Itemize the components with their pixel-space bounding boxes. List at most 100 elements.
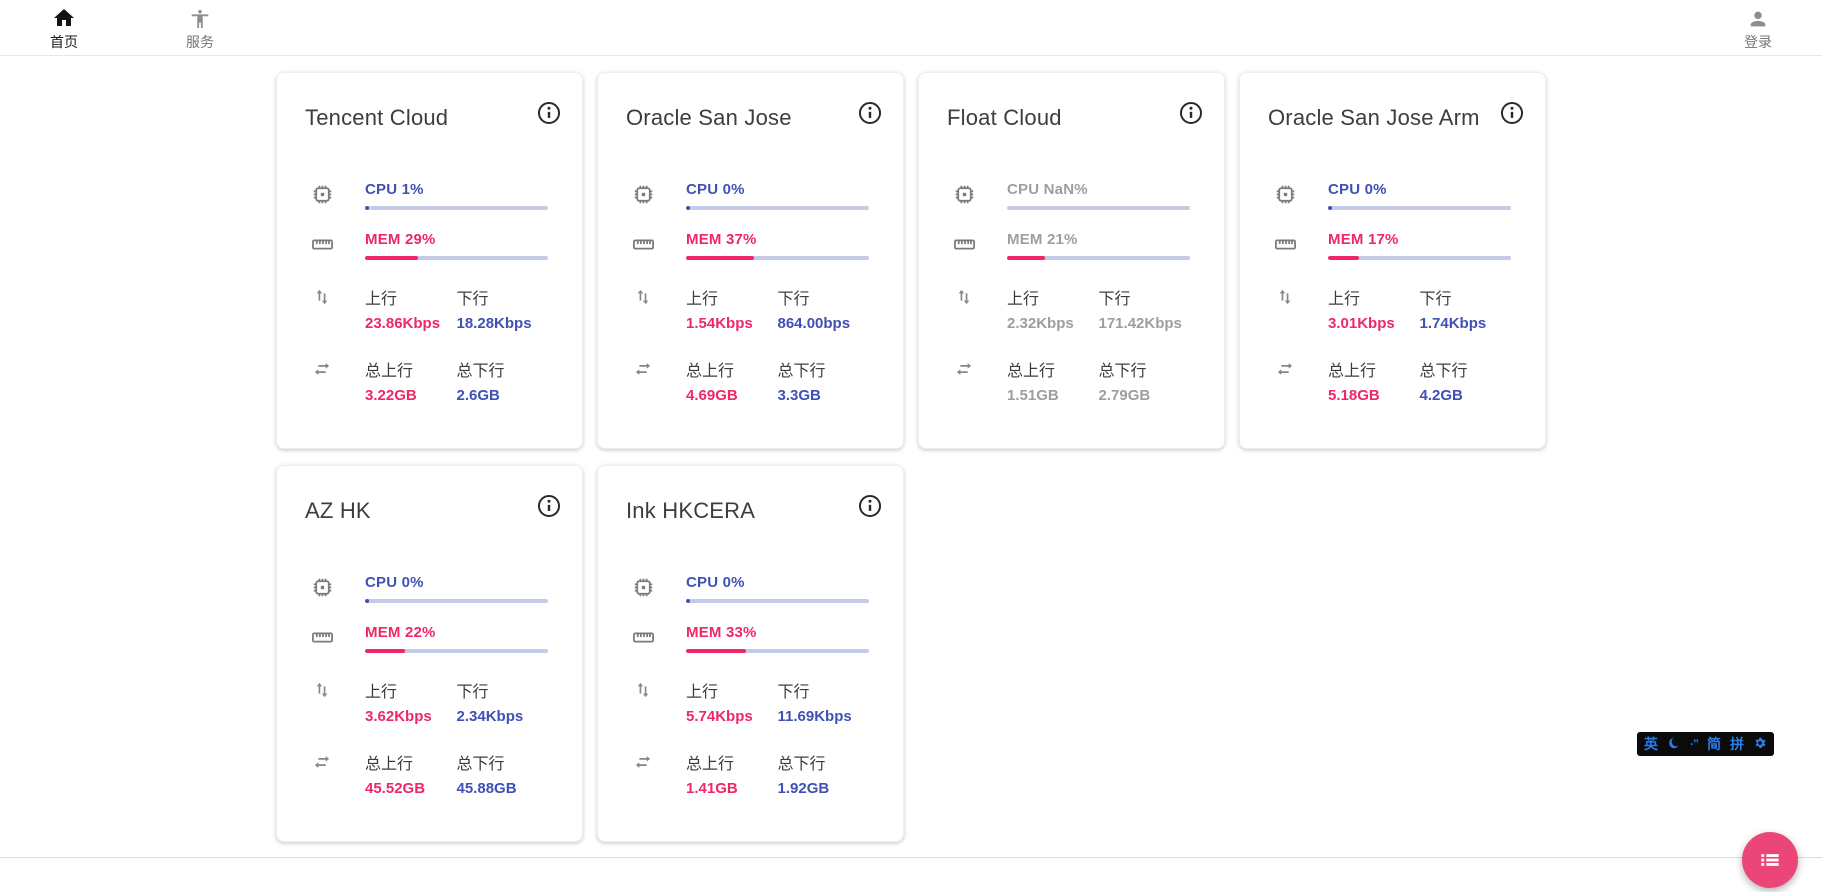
download-label: 下行 bbox=[777, 684, 810, 701]
server-card: AZ HK bbox=[276, 465, 583, 842]
upload-label: 上行 bbox=[1007, 291, 1040, 308]
download-value: 864.00bps bbox=[777, 315, 851, 332]
main-content: Tencent Cloud bbox=[0, 56, 1822, 842]
mem-usage-text: MEM 33% bbox=[686, 624, 757, 641]
swap-vertical-icon bbox=[309, 285, 335, 332]
cpu-usage-text: CPU 0% bbox=[365, 574, 424, 591]
upload-value: 23.86Kbps bbox=[365, 315, 441, 332]
swap-vertical-icon bbox=[630, 678, 656, 725]
total-upload-value: 4.69GB bbox=[686, 387, 738, 404]
server-card: Oracle San Jose Arm bbox=[1239, 72, 1546, 449]
server-name: Oracle San Jose Arm bbox=[1268, 105, 1480, 130]
memory-ruler-icon bbox=[309, 624, 335, 653]
server-card: Ink HKCERA bbox=[597, 465, 904, 842]
mem-usage-text: MEM 29% bbox=[365, 231, 436, 248]
cpu-usage-text: CPU 1% bbox=[365, 181, 424, 198]
total-upload-value: 1.51GB bbox=[1007, 387, 1059, 404]
cpu-chip-icon bbox=[630, 181, 656, 210]
cpu-usage-text: CPU 0% bbox=[686, 181, 745, 198]
upload-value: 2.32Kbps bbox=[1007, 315, 1074, 332]
mem-usage-text: MEM 17% bbox=[1328, 231, 1399, 248]
download-value: 1.74Kbps bbox=[1419, 315, 1487, 332]
ime-pinyin-toggle[interactable]: 拼 bbox=[1730, 736, 1744, 752]
swap-horizontal-icon bbox=[309, 357, 335, 404]
cpu-progress-bar bbox=[365, 206, 548, 210]
server-card: Tencent Cloud bbox=[276, 72, 583, 449]
upload-label: 上行 bbox=[686, 291, 719, 308]
swap-vertical-icon bbox=[630, 285, 656, 332]
total-download-label: 总下行 bbox=[456, 756, 505, 773]
total-upload-label: 总上行 bbox=[365, 363, 414, 380]
info-icon[interactable] bbox=[534, 99, 564, 129]
cpu-chip-icon bbox=[630, 574, 656, 603]
server-grid: Tencent Cloud bbox=[276, 72, 1546, 842]
services-icon bbox=[189, 4, 211, 30]
gear-icon[interactable] bbox=[1753, 736, 1767, 752]
info-icon[interactable] bbox=[855, 99, 885, 129]
mem-progress-bar bbox=[1328, 256, 1511, 260]
memory-ruler-icon bbox=[630, 624, 656, 653]
server-card: Oracle San Jose bbox=[597, 72, 904, 449]
person-icon bbox=[1747, 4, 1769, 30]
nav-item-services[interactable]: 服务 bbox=[176, 4, 224, 52]
download-label: 下行 bbox=[1098, 291, 1131, 308]
cpu-progress-bar bbox=[365, 599, 548, 603]
nav-item-login[interactable]: 登录 bbox=[1734, 4, 1782, 52]
cpu-progress-bar bbox=[686, 206, 869, 210]
mem-usage-text: MEM 21% bbox=[1007, 231, 1078, 248]
server-name: Oracle San Jose bbox=[626, 105, 792, 130]
server-name: Float Cloud bbox=[947, 105, 1062, 130]
server-name: Tencent Cloud bbox=[305, 105, 449, 130]
ime-language-toggle[interactable]: 英 bbox=[1644, 736, 1658, 752]
memory-ruler-icon bbox=[951, 231, 977, 260]
moon-icon[interactable] bbox=[1667, 736, 1681, 752]
upload-value: 1.54Kbps bbox=[686, 315, 753, 332]
swap-vertical-icon bbox=[1272, 285, 1298, 332]
ime-toolbar: 英 ·” 简 拼 bbox=[1637, 732, 1774, 756]
cpu-chip-icon bbox=[951, 181, 977, 210]
cpu-chip-icon bbox=[1272, 181, 1298, 210]
download-value: 171.42Kbps bbox=[1098, 315, 1182, 332]
nav-label-services: 服务 bbox=[186, 33, 214, 50]
total-download-label: 总下行 bbox=[456, 363, 505, 380]
download-label: 下行 bbox=[456, 291, 489, 308]
cpu-usage-text: CPU 0% bbox=[1328, 181, 1387, 198]
download-value: 11.69Kbps bbox=[777, 708, 852, 725]
cpu-usage-text: CPU NaN% bbox=[1007, 181, 1088, 198]
download-label: 下行 bbox=[777, 291, 810, 308]
nav-item-home[interactable]: 首页 bbox=[40, 4, 88, 52]
info-icon[interactable] bbox=[534, 492, 564, 522]
ime-simplified-toggle[interactable]: 简 bbox=[1707, 736, 1721, 752]
home-icon bbox=[52, 4, 76, 30]
info-icon[interactable] bbox=[1176, 99, 1206, 129]
total-upload-label: 总上行 bbox=[686, 363, 735, 380]
server-list-fab[interactable] bbox=[1742, 832, 1798, 888]
memory-ruler-icon bbox=[1272, 231, 1298, 260]
swap-vertical-icon bbox=[309, 678, 335, 725]
download-value: 18.28Kbps bbox=[456, 315, 532, 332]
server-card: Float Cloud bbox=[918, 72, 1225, 449]
mem-usage-text: MEM 37% bbox=[686, 231, 757, 248]
mem-progress-bar bbox=[686, 649, 869, 653]
cpu-chip-icon bbox=[309, 181, 335, 210]
swap-horizontal-icon bbox=[951, 357, 977, 404]
mem-usage-text: MEM 22% bbox=[365, 624, 436, 641]
cpu-progress-bar bbox=[1007, 206, 1190, 210]
swap-horizontal-icon bbox=[630, 750, 656, 797]
nav-label-home: 首页 bbox=[50, 33, 78, 50]
total-download-value: 2.6GB bbox=[456, 387, 500, 404]
download-label: 下行 bbox=[456, 684, 489, 701]
info-icon[interactable] bbox=[1497, 99, 1527, 129]
top-nav: 首页 服务 登录 bbox=[0, 0, 1822, 56]
total-upload-value: 45.52GB bbox=[365, 780, 426, 797]
upload-label: 上行 bbox=[365, 291, 398, 308]
cpu-chip-icon bbox=[309, 574, 335, 603]
total-upload-value: 5.18GB bbox=[1328, 387, 1380, 404]
total-upload-label: 总上行 bbox=[686, 756, 735, 773]
ime-punctuation-toggle[interactable]: ·” bbox=[1690, 737, 1699, 751]
upload-value: 3.01Kbps bbox=[1328, 315, 1395, 332]
swap-horizontal-icon bbox=[309, 750, 335, 797]
info-icon[interactable] bbox=[855, 492, 885, 522]
memory-ruler-icon bbox=[630, 231, 656, 260]
total-upload-value: 1.41GB bbox=[686, 780, 738, 797]
